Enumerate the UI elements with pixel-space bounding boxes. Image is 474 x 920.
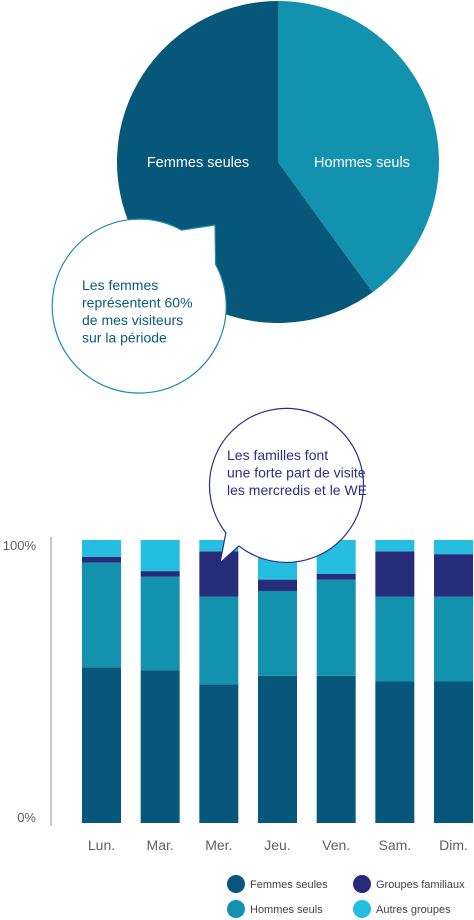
y-axis: 100% 0% [3, 537, 52, 826]
bar-segment-autres-groupes [140, 540, 180, 572]
legend-label: Hommes seuls [250, 904, 323, 916]
bar-segment-groupes-familiaux [258, 579, 298, 591]
pie-slice-label: Femmes seules [147, 155, 249, 171]
x-tick-label: Jeu. [264, 837, 290, 853]
bar-segment-autres-groupes [375, 540, 415, 552]
x-tick-label: Mar. [147, 837, 174, 853]
bar-segment-hommes-seuls [316, 579, 356, 676]
bar-segment-groupes-familiaux [140, 571, 180, 577]
bar-segment-groupes-familiaux [82, 556, 121, 563]
x-tick-label: Dim. [439, 837, 468, 853]
bar-segment-hommes-seuls [199, 596, 239, 685]
bar-segment-groupes-familiaux [199, 551, 239, 597]
bar-annotation-text: Les familles font une forte part de visit… [227, 447, 367, 498]
x-tick-label: Ven. [322, 837, 350, 853]
pie-slice-hommes-seuls [278, 1, 439, 293]
legend-label: Groupes familiaux [376, 879, 465, 891]
bar-segment-femmes-seules [258, 675, 298, 823]
stacked-bar-chart [82, 540, 474, 823]
legend-swatch [227, 875, 245, 893]
speech-bubble-shape [208, 407, 365, 564]
bar-segment-autres-groupes [199, 540, 239, 552]
y-tick-label: 0% [17, 810, 36, 825]
bar-segment-hommes-seuls [82, 562, 121, 668]
legend-swatch [353, 875, 371, 893]
bar-segment-hommes-seuls [434, 596, 474, 682]
bar-segment-groupes-familiaux [316, 573, 356, 580]
legend-label: Autres groupes [376, 904, 451, 916]
bar-segment-femmes-seules [375, 681, 415, 823]
bar-segment-autres-groupes [82, 540, 121, 557]
legend-label: Femmes seules [250, 879, 328, 891]
bar-segment-groupes-familiaux [375, 551, 415, 597]
pie-annotation-text: Les femmes représentent 60% de mes visiteu… [82, 277, 193, 346]
bar-segment-hommes-seuls [140, 576, 180, 671]
bar-segment-femmes-seules [82, 667, 121, 823]
bar-segment-hommes-seuls [375, 596, 415, 682]
speech-bubble-shape [51, 218, 227, 394]
bar-segment-femmes-seules [140, 670, 180, 823]
pie-slice-label: Hommes seuls [314, 155, 410, 171]
y-tick-label: 100% [3, 538, 37, 553]
x-tick-label: Lun. [88, 837, 115, 853]
bar-segment-hommes-seuls [258, 590, 298, 676]
legend-swatch [353, 900, 371, 918]
legend: Femmes seules Hommes seuls Groupes familia… [227, 875, 465, 918]
x-tick-label: Mer. [205, 837, 232, 853]
bar-segment-groupes-familiaux [434, 554, 474, 597]
bar-segment-femmes-seules [316, 675, 356, 823]
bar-segment-femmes-seules [199, 684, 239, 823]
x-tick-label: Sam. [379, 837, 412, 853]
bar-segment-femmes-seules [434, 681, 474, 823]
x-axis-labels: Lun. Mar. Mer. Jeu. Ven. Sam. Dim. [88, 837, 468, 853]
bar-annotation-bubble: Les familles font une forte part de visit… [208, 407, 367, 564]
pie-annotation-bubble: Les femmes représentent 60% de mes visiteu… [51, 218, 227, 394]
legend-swatch [227, 900, 245, 918]
bar-segment-autres-groupes [434, 540, 474, 555]
